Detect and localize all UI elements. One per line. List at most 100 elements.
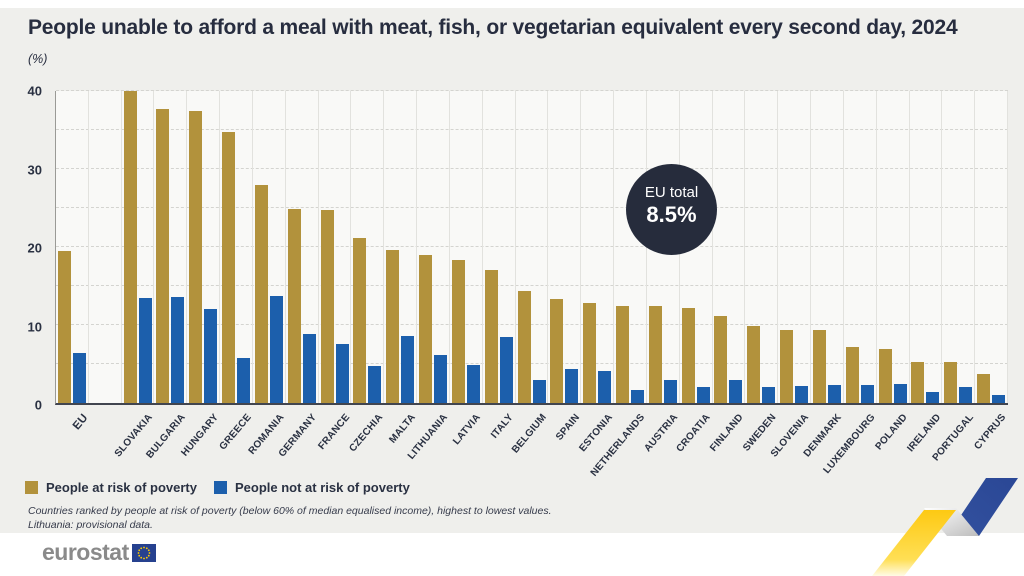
badge-value: 8.5% <box>646 202 697 227</box>
bar-not-at-risk-sweden <box>762 386 776 403</box>
country-column: PORTUGAL <box>930 91 976 463</box>
country-column: CZECHIA <box>347 91 385 454</box>
gridline <box>56 285 1008 286</box>
gridline <box>56 363 1008 364</box>
bar-not-at-risk-romania <box>269 296 283 403</box>
country-column: SLOVAKIA <box>113 91 155 459</box>
gridline <box>56 129 1008 130</box>
x-axis-label: CROATIA <box>674 412 714 455</box>
country-column: SWEDEN <box>741 91 779 454</box>
country-column: ROMANIA <box>246 91 286 457</box>
bar-at-risk-france <box>320 209 334 403</box>
bar-not-at-risk-latvia <box>466 364 480 403</box>
bar-at-risk-sweden <box>747 325 761 403</box>
bar-at-risk-finland <box>714 315 728 403</box>
country-column: MALTA <box>384 91 418 446</box>
legend: People at risk of poverty People not at … <box>25 480 410 495</box>
bar-at-risk-eu <box>57 250 71 403</box>
bar-not-at-risk-greece <box>237 357 251 403</box>
bar-not-at-risk-czechia <box>368 366 382 403</box>
country-column: LUXEMBOURG <box>821 91 877 476</box>
bar-not-at-risk-malta <box>401 335 415 403</box>
bar-not-at-risk-belgium <box>532 379 546 403</box>
x-axis-label: EU <box>70 412 91 433</box>
footnote-line-1: Countries ranked by people at risk of po… <box>28 505 552 517</box>
bar-not-at-risk-cyprus <box>992 395 1006 403</box>
bar-at-risk-croatia <box>681 307 695 403</box>
bar-at-risk-cyprus <box>977 374 991 403</box>
page-title: People unable to afford a meal with meat… <box>28 16 958 39</box>
eu-stars <box>137 546 151 559</box>
bar-at-risk-germany <box>287 208 301 403</box>
bar-at-risk-bulgaria <box>156 108 170 403</box>
legend-swatch-at-risk <box>25 481 38 494</box>
y-axis: 0 10 20 30 40 <box>0 85 48 412</box>
gridline <box>56 90 1008 91</box>
bottom-bar: eurostat <box>0 533 1024 576</box>
bar-not-at-risk-denmark <box>827 385 841 403</box>
x-axis-label: CYPRUS <box>972 412 1009 452</box>
country-column: BELGIUM <box>510 91 549 455</box>
bar-not-at-risk-luxembourg <box>860 385 874 403</box>
country-column: FRANCE <box>316 91 352 452</box>
bar-not-at-risk-netherlands <box>630 389 644 403</box>
country-column: HUNGARY <box>179 91 221 459</box>
legend-swatch-not-at-risk <box>214 481 227 494</box>
country-column: ESTONIA <box>577 91 615 454</box>
bar-at-risk-czechia <box>353 237 367 403</box>
grid-layer <box>56 90 1008 403</box>
spacer-column <box>89 91 122 403</box>
bar-at-risk-malta <box>386 250 400 403</box>
country-column: SLOVENIA <box>769 91 812 459</box>
country-column: CYPRUS <box>973 91 1009 452</box>
bar-at-risk-italy <box>484 270 498 403</box>
eurostat-logo-text: eurostat <box>42 539 129 565</box>
badge-label: EU total <box>644 184 699 201</box>
bar-at-risk-belgium <box>517 290 531 403</box>
bar-not-at-risk-ireland <box>926 392 940 403</box>
bar-not-at-risk-eu <box>72 353 86 403</box>
bar-not-at-risk-lithuania <box>434 354 448 403</box>
bar-at-risk-portugal <box>944 361 958 403</box>
bar-not-at-risk-italy <box>499 336 513 403</box>
country-column: NETHERLANDS <box>589 91 647 479</box>
footnotes: Countries ranked by people at risk of po… <box>28 505 552 532</box>
bar-at-risk-slovakia <box>123 91 137 403</box>
bar-not-at-risk-hungary <box>204 309 218 403</box>
x-axis-label: LATVIA <box>451 412 484 448</box>
bar-not-at-risk-germany <box>302 333 316 403</box>
bar-not-at-risk-poland <box>893 384 907 403</box>
country-column: GREECE <box>217 91 253 452</box>
bar-at-risk-netherlands <box>615 305 629 403</box>
bar-at-risk-greece <box>222 131 236 403</box>
y-tick-label: 40 <box>27 83 42 99</box>
bar-not-at-risk-slovakia <box>138 298 152 403</box>
eurostat-logo: eurostat <box>42 539 156 566</box>
top-strip <box>0 0 1024 8</box>
eu-flag-icon <box>131 543 156 562</box>
bar-at-risk-hungary <box>189 111 203 403</box>
bar-not-at-risk-slovenia <box>795 385 809 403</box>
bar-not-at-risk-estonia <box>598 371 612 403</box>
plot-area: EU SLOVAKIA BULGARIA HUNGARY GREECE ROMANIA GE… <box>55 90 1009 479</box>
country-column: CROATIA <box>675 91 713 454</box>
y-tick-label: 20 <box>27 240 42 256</box>
x-axis-label: MALTA <box>387 412 418 446</box>
y-tick-label: 30 <box>27 162 42 177</box>
gridline <box>56 324 1008 325</box>
legend-item-at-risk: People at risk of poverty <box>25 480 197 495</box>
bar-at-risk-estonia <box>583 303 597 403</box>
bar-at-risk-spain <box>550 299 564 403</box>
bar-not-at-risk-croatia <box>696 386 710 403</box>
bar-not-at-risk-bulgaria <box>171 296 185 403</box>
y-tick-label: 0 <box>34 397 42 413</box>
bar-at-risk-lithuania <box>419 254 433 403</box>
gridline <box>56 207 1008 208</box>
country-column: ITALY <box>483 91 516 441</box>
country-column: IRELAND <box>905 91 943 454</box>
bar-not-at-risk-finland <box>729 380 743 403</box>
footnote-line-2: Lithuania: provisional data. <box>28 518 153 531</box>
country-column: GERMANY <box>277 91 319 459</box>
bar-not-at-risk-austria <box>663 380 677 403</box>
